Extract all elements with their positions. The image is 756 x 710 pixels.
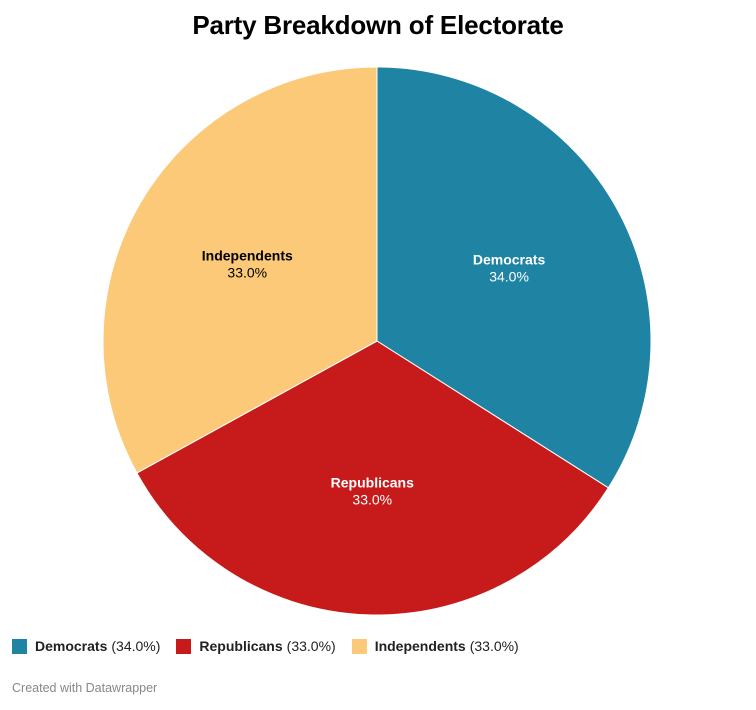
pie-chart: Democrats34.0%Republicans33.0%Independen… — [102, 66, 652, 616]
slice-value-republicans: 33.0% — [352, 492, 392, 508]
legend-value-independents: (33.0%) — [469, 638, 519, 654]
legend-item-independents: Independents (33.0%) — [351, 638, 519, 654]
legend-label-democrats: Democrats — [35, 638, 108, 654]
pie-slices — [102, 66, 652, 616]
legend-label-independents: Independents — [374, 638, 466, 654]
chart-title: Party Breakdown of Electorate — [192, 10, 564, 40]
legend-value-democrats: (34.0%) — [111, 638, 161, 654]
pie-labels: Democrats34.0%Republicans33.0%Independen… — [202, 247, 546, 507]
legend: Democrats (34.0%) Republicans (33.0%) In… — [12, 638, 535, 654]
legend-swatch-democrats — [12, 638, 27, 654]
slice-value-democrats: 34.0% — [489, 268, 529, 284]
slice-label-independents: Independents — [202, 247, 293, 263]
pie-slice-republicans — [136, 340, 610, 616]
slice-label-democrats: Democrats — [473, 251, 546, 267]
slice-value-independents: 33.0% — [227, 264, 267, 280]
legend-item-democrats: Democrats (34.0%) — [12, 638, 160, 654]
legend-swatch-independents — [351, 638, 367, 654]
legend-swatch-republicans — [176, 638, 192, 654]
slice-label-republicans: Republicans — [331, 475, 414, 491]
legend-label-republicans: Republicans — [199, 638, 283, 654]
pie-slice-democrats — [376, 66, 652, 489]
legend-item-republicans: Republicans (33.0%) — [176, 638, 336, 654]
legend-value-republicans: (33.0%) — [286, 638, 336, 654]
pie-slice-independents — [102, 66, 378, 474]
credit-footer: Created with Datawrapper — [12, 681, 158, 695]
